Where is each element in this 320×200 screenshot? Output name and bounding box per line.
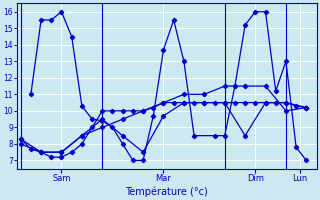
X-axis label: Température (°c): Température (°c) — [125, 186, 208, 197]
